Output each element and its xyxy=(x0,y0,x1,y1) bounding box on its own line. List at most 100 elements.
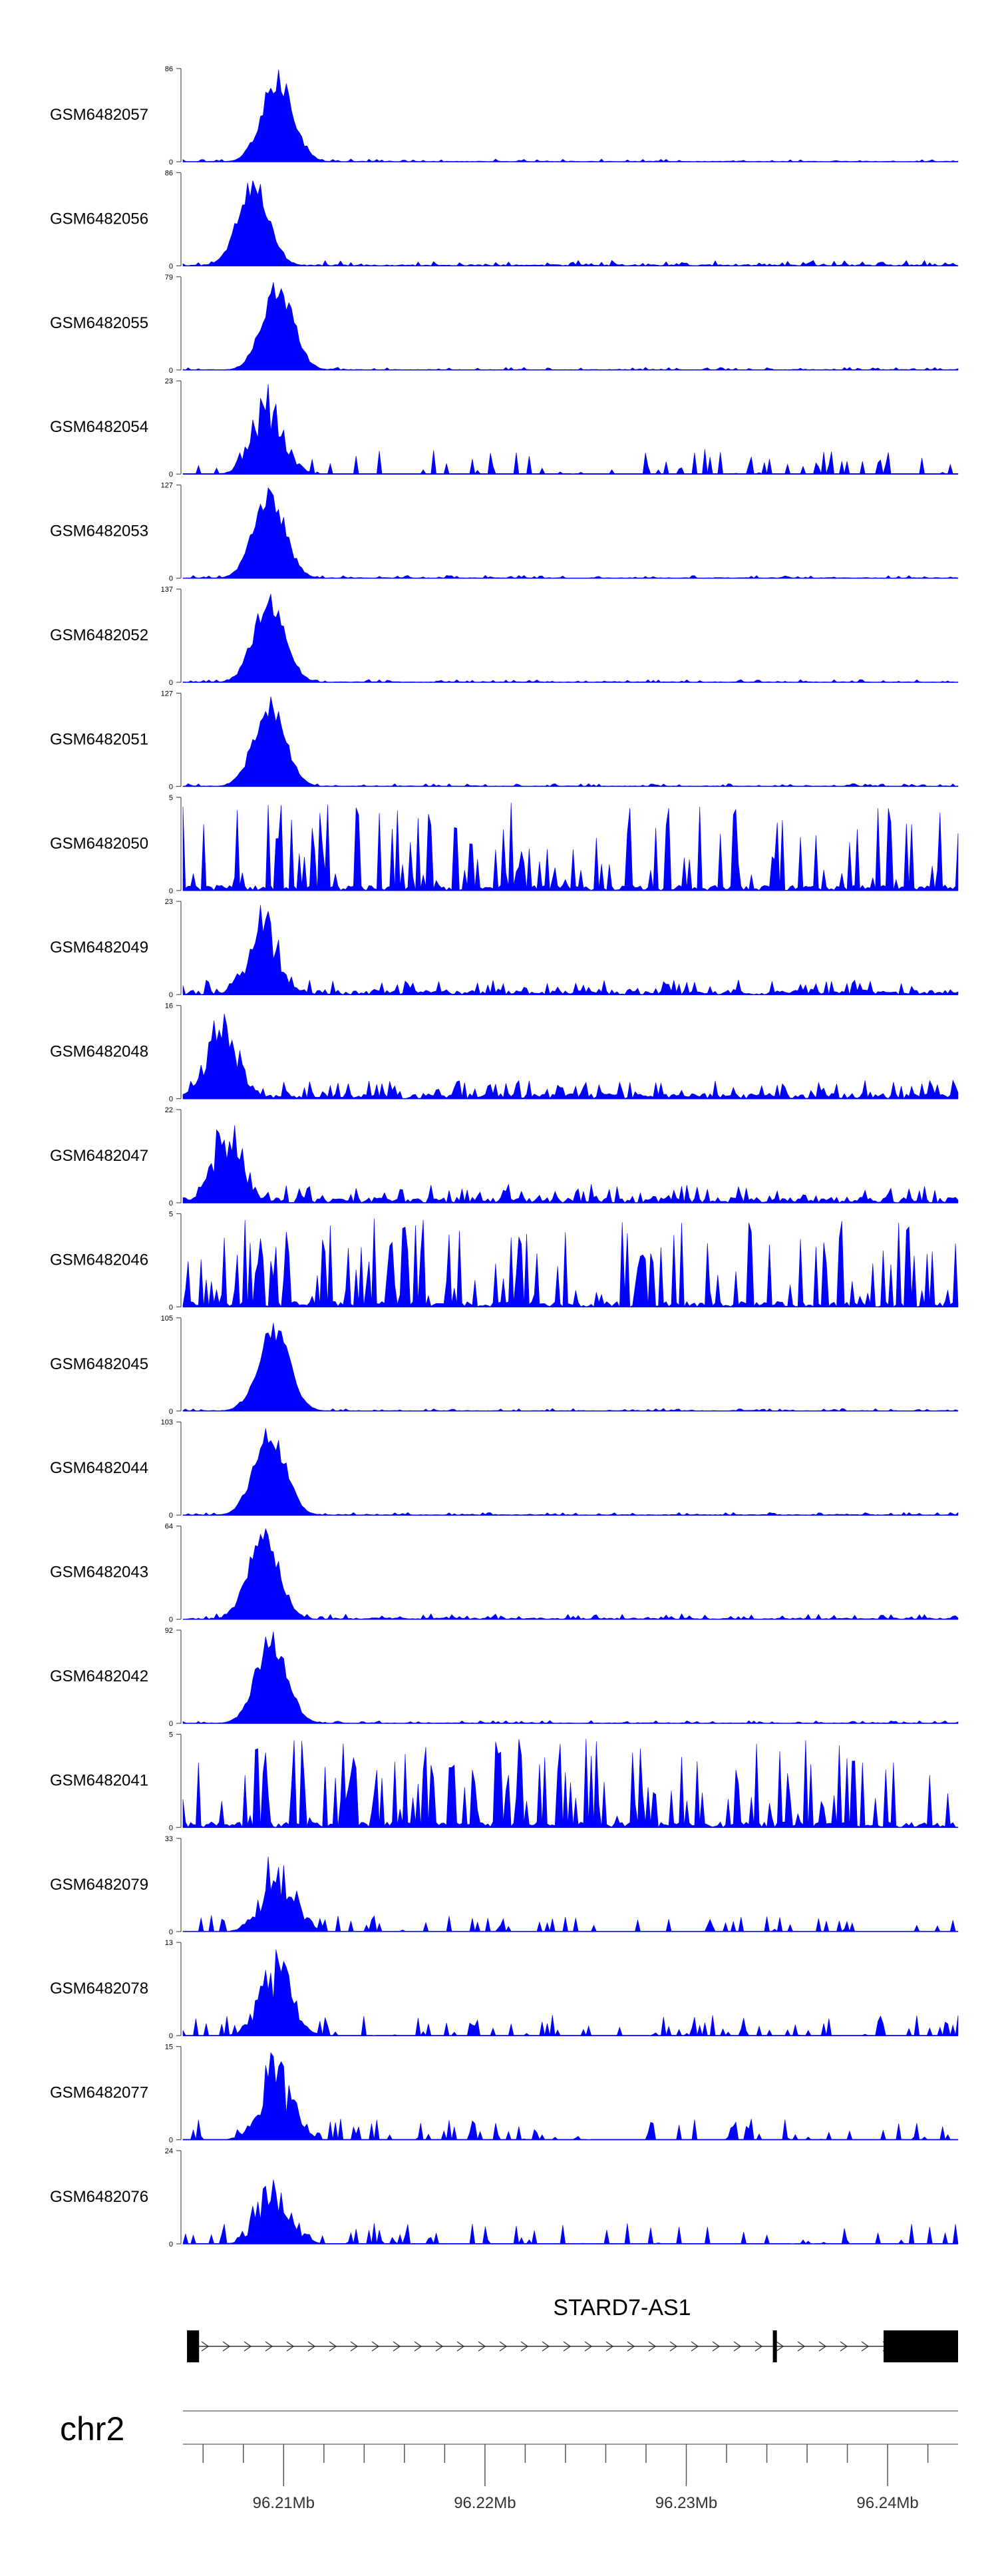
strand-arrow xyxy=(861,2341,870,2352)
track-GSM6482076: GSM6482076 24 0 xyxy=(50,2147,959,2249)
track-label: GSM6482050 xyxy=(50,835,148,853)
y-min-label: 0 xyxy=(169,783,173,791)
gene-exon xyxy=(187,2330,200,2362)
gene-exon xyxy=(884,2330,958,2362)
track-GSM6482078: GSM6482078 13 0 xyxy=(50,1939,959,2040)
strand-arrow xyxy=(776,2341,784,2352)
track-GSM6482048: GSM6482048 16 0 xyxy=(50,1002,959,1104)
strand-arrow xyxy=(648,2341,657,2352)
gene-annotation: STARD7-AS1 xyxy=(187,2295,958,2362)
strand-arrow xyxy=(435,2341,444,2352)
strand-arrow xyxy=(754,2341,763,2352)
y-max-label: 105 xyxy=(161,1315,173,1323)
gene-label: STARD7-AS1 xyxy=(553,2295,691,2320)
y-min-label: 0 xyxy=(169,2241,173,2249)
coverage-area xyxy=(182,69,959,162)
track-label: GSM6482077 xyxy=(50,2084,148,2102)
track-label: GSM6482046 xyxy=(50,1251,148,1269)
y-min-label: 0 xyxy=(169,2032,173,2040)
track-label: GSM6482056 xyxy=(50,210,148,228)
coverage-area xyxy=(182,383,959,475)
strand-arrow xyxy=(520,2341,529,2352)
track-GSM6482043: GSM6482043 64 0 xyxy=(50,1523,959,1624)
track-label: GSM6482045 xyxy=(50,1355,148,1373)
track-label: GSM6482078 xyxy=(50,1980,148,1998)
coverage-area xyxy=(182,1856,959,1932)
y-max-label: 5 xyxy=(169,1731,173,1739)
coverage-area xyxy=(182,180,959,266)
chromosome-label: chr2 xyxy=(60,2410,124,2448)
strand-arrow xyxy=(584,2341,593,2352)
y-max-label: 23 xyxy=(165,898,173,906)
strand-arrow xyxy=(542,2341,550,2352)
coverage-area xyxy=(182,1218,959,1308)
strand-arrow xyxy=(797,2341,806,2352)
track-GSM6482042: GSM6482042 92 0 xyxy=(50,1627,959,1728)
y-min-label: 0 xyxy=(169,1616,173,1624)
track-label: GSM6482079 xyxy=(50,1876,148,1894)
genome-axis: chr2 96.21Mb 96.22Mb 96.23Mb 96.24Mb xyxy=(60,2410,958,2512)
track-label: GSM6482047 xyxy=(50,1147,148,1165)
track-GSM6482053: GSM6482053 127 0 xyxy=(50,482,959,583)
strand-arrow xyxy=(627,2341,635,2352)
strand-arrow xyxy=(733,2341,742,2352)
y-max-label: 22 xyxy=(165,1106,173,1114)
track-GSM6482055: GSM6482055 79 0 xyxy=(50,274,959,375)
coverage-area xyxy=(182,1323,959,1412)
y-max-label: 79 xyxy=(165,274,173,282)
strand-arrow xyxy=(478,2341,486,2352)
strand-arrow xyxy=(712,2341,721,2352)
coverage-area xyxy=(182,1013,959,1100)
coverage-area xyxy=(182,1125,959,1203)
track-GSM6482049: GSM6482049 23 0 xyxy=(50,898,959,999)
strand-arrow xyxy=(605,2341,614,2352)
coverage-area xyxy=(182,802,959,891)
y-min-label: 0 xyxy=(169,158,173,166)
y-max-label: 127 xyxy=(161,482,173,490)
y-max-label: 5 xyxy=(169,1210,173,1218)
y-max-label: 5 xyxy=(169,794,173,802)
track-GSM6482045: GSM6482045 105 0 xyxy=(50,1315,959,1416)
y-min-label: 0 xyxy=(169,1408,173,1416)
track-label: GSM6482041 xyxy=(50,1771,148,1789)
y-min-label: 0 xyxy=(169,887,173,895)
coverage-area xyxy=(182,905,959,995)
strand-arrow xyxy=(563,2341,572,2352)
y-max-label: 33 xyxy=(165,1835,173,1843)
coverage-area xyxy=(182,282,959,371)
strand-arrow xyxy=(414,2341,422,2352)
track-GSM6482057: GSM6482057 86 0 xyxy=(50,65,959,166)
track-GSM6482046: GSM6482046 5 0 xyxy=(50,1210,959,1311)
y-min-label: 0 xyxy=(169,575,173,583)
coverage-area xyxy=(182,487,959,578)
strand-arrow xyxy=(393,2341,401,2352)
coverage-area xyxy=(182,2051,959,2140)
strand-arrow xyxy=(840,2341,848,2352)
y-min-label: 0 xyxy=(169,1512,173,1520)
track-label: GSM6482057 xyxy=(50,106,148,124)
track-label: GSM6482076 xyxy=(50,2188,148,2206)
y-max-label: 16 xyxy=(165,1002,173,1010)
y-max-label: 64 xyxy=(165,1523,173,1531)
y-min-label: 0 xyxy=(169,1199,173,1207)
track-label: GSM6482055 xyxy=(50,314,148,332)
strand-arrow xyxy=(265,2341,273,2352)
gene-exon xyxy=(772,2330,777,2362)
track-GSM6482047: GSM6482047 22 0 xyxy=(50,1106,959,1207)
y-min-label: 0 xyxy=(169,1096,173,1104)
strand-arrow xyxy=(818,2341,827,2352)
y-min-label: 0 xyxy=(169,1303,173,1311)
strand-arrow xyxy=(669,2341,678,2352)
y-max-label: 24 xyxy=(165,2147,173,2155)
track-label: GSM6482051 xyxy=(50,730,148,748)
coverage-area xyxy=(182,594,959,683)
y-min-label: 0 xyxy=(169,991,173,999)
tick-label: 96.21Mb xyxy=(253,2494,315,2512)
strand-arrow xyxy=(329,2341,337,2352)
y-min-label: 0 xyxy=(169,2137,173,2145)
y-max-label: 103 xyxy=(161,1418,173,1426)
track-GSM6482079: GSM6482079 33 0 xyxy=(50,1835,959,1936)
track-GSM6482051: GSM6482051 127 0 xyxy=(50,690,959,791)
track-GSM6482054: GSM6482054 23 0 xyxy=(50,377,959,479)
